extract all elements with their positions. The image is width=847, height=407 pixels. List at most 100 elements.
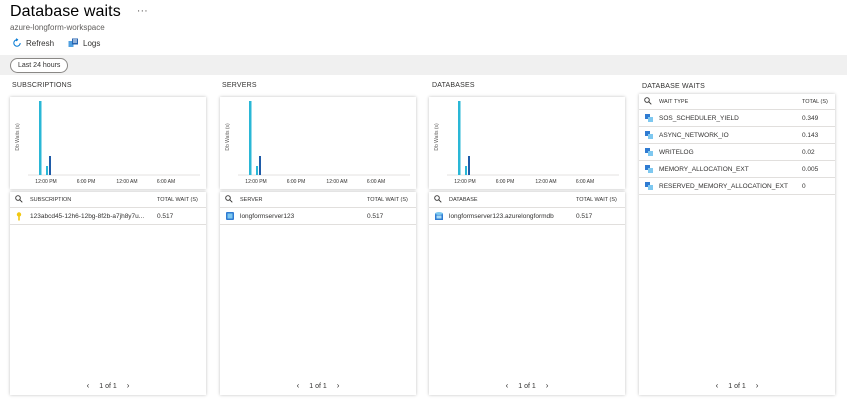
- prev-page-button[interactable]: ‹: [296, 381, 300, 390]
- y-axis-label: Db Waits (s): [225, 123, 231, 151]
- table-row[interactable]: WRITELOG 0.02: [639, 144, 835, 161]
- next-page-button[interactable]: ›: [545, 381, 549, 390]
- wait-total-value: 0.02: [802, 149, 815, 156]
- table-row[interactable]: 123abcd45-12h6-12bg-8f2b-a7jh8y7u... 0.5…: [10, 208, 206, 225]
- chart-bar: [468, 156, 470, 175]
- chart-bar: [49, 156, 51, 175]
- search-icon[interactable]: [225, 195, 233, 203]
- x-tick-label: 6:00 PM: [287, 179, 306, 185]
- chart-bar: [458, 101, 461, 175]
- page-title: Database waits: [10, 3, 121, 20]
- table-header: DATABASE TOTAL WAIT (S): [429, 192, 625, 208]
- page-indicator: 1 of 1: [518, 383, 536, 390]
- sql-database-icon: [435, 212, 443, 220]
- column-header-total-wait[interactable]: TOTAL WAIT (S): [576, 197, 617, 203]
- x-tick-label: 6:00 PM: [77, 179, 96, 185]
- chart-bar: [46, 166, 48, 175]
- column-header-total[interactable]: TOTAL (S): [802, 99, 828, 105]
- wait-type-icon: [645, 131, 653, 139]
- x-tick-label: 12:00 PM: [454, 179, 475, 185]
- table-row[interactable]: longformserver123 0.517: [220, 208, 416, 225]
- toolbar: Refresh Logs: [12, 38, 114, 48]
- total-wait-value: 0.517: [576, 213, 593, 220]
- wait-type-icon: [645, 148, 653, 156]
- subscriptions-chart-svg: Db Waits (s) 12:00 PM 6:00 PM 12:00 AM 6…: [15, 101, 200, 185]
- databases-title: DATABASES: [432, 82, 475, 89]
- chart-bar: [256, 166, 258, 175]
- search-icon[interactable]: [15, 195, 23, 203]
- chart-bar: [249, 101, 252, 175]
- key-icon: [16, 212, 22, 221]
- y-axis-label: Db Waits (s): [15, 123, 21, 151]
- pagination: ‹ 1 of 1 ›: [639, 381, 835, 390]
- logs-button[interactable]: Logs: [68, 38, 100, 48]
- y-axis-label: Db Waits (s): [434, 123, 440, 151]
- column-header-server[interactable]: SERVER: [240, 197, 263, 203]
- wait-total-value: 0: [802, 183, 806, 190]
- page-header: Database waits ··· azure-longform-worksp…: [10, 3, 148, 32]
- pagination: ‹ 1 of 1 ›: [429, 381, 625, 390]
- table-header: WAIT TYPE TOTAL (S): [639, 94, 835, 110]
- sql-server-icon: [226, 212, 234, 220]
- column-header-total-wait[interactable]: TOTAL WAIT (S): [157, 197, 198, 203]
- wait-type-name: ASYNC_NETWORK_IO: [659, 132, 729, 139]
- x-tick-label: 12:00 AM: [326, 179, 347, 185]
- x-tick-label: 6:00 AM: [157, 179, 175, 185]
- wait-type-icon: [645, 182, 653, 190]
- prev-page-button[interactable]: ‹: [86, 381, 90, 390]
- databases-chart: Db Waits (s) 12:00 PM 6:00 PM 12:00 AM 6…: [429, 97, 625, 189]
- column-header-total-wait[interactable]: TOTAL WAIT (S): [367, 197, 408, 203]
- next-page-button[interactable]: ›: [126, 381, 130, 390]
- x-tick-label: 6:00 AM: [576, 179, 594, 185]
- x-tick-label: 12:00 PM: [245, 179, 266, 185]
- next-page-button[interactable]: ›: [336, 381, 340, 390]
- total-wait-value: 0.517: [157, 213, 174, 220]
- x-tick-label: 6:00 PM: [496, 179, 515, 185]
- page-indicator: 1 of 1: [99, 383, 117, 390]
- databases-chart-svg: Db Waits (s) 12:00 PM 6:00 PM 12:00 AM 6…: [434, 101, 619, 185]
- x-tick-label: 12:00 AM: [116, 179, 137, 185]
- refresh-icon: [13, 38, 21, 47]
- subscriptions-list: SUBSCRIPTION TOTAL WAIT (S) 123abcd45-12…: [10, 192, 206, 395]
- column-header-wait-type[interactable]: WAIT TYPE: [659, 99, 689, 105]
- more-options-button[interactable]: ···: [136, 5, 148, 17]
- subscriptions-title: SUBSCRIPTIONS: [12, 82, 72, 89]
- column-header-database[interactable]: DATABASE: [449, 197, 478, 203]
- wait-type-icon: [645, 165, 653, 173]
- wait-type-name: WRITELOG: [659, 149, 694, 156]
- server-name: longformserver123: [240, 213, 295, 220]
- servers-chart-svg: Db Waits (s) 12:00 PM 6:00 PM 12:00 AM 6…: [225, 101, 410, 185]
- pagination: ‹ 1 of 1 ›: [10, 381, 206, 390]
- table-header: SERVER TOTAL WAIT (S): [220, 192, 416, 208]
- database-waits-title: DATABASE WAITS: [642, 83, 705, 90]
- x-tick-label: 12:00 PM: [35, 179, 56, 185]
- search-icon[interactable]: [644, 97, 652, 105]
- search-icon[interactable]: [434, 195, 442, 203]
- refresh-button[interactable]: Refresh: [12, 38, 54, 48]
- wait-total-value: 0.005: [802, 166, 819, 173]
- prev-page-button[interactable]: ‹: [715, 381, 719, 390]
- table-row[interactable]: SOS_SCHEDULER_YIELD 0.349: [639, 110, 835, 127]
- subscriptions-chart: Db Waits (s) 12:00 PM 6:00 PM 12:00 AM 6…: [10, 97, 206, 189]
- page-indicator: 1 of 1: [309, 383, 327, 390]
- wait-type-icon: [645, 114, 653, 122]
- wait-total-value: 0.349: [802, 115, 819, 122]
- page-indicator: 1 of 1: [728, 383, 746, 390]
- wait-total-value: 0.143: [802, 132, 819, 139]
- column-header-subscription[interactable]: SUBSCRIPTION: [30, 197, 72, 203]
- x-tick-label: 12:00 AM: [535, 179, 556, 185]
- logs-icon: [68, 38, 79, 47]
- table-row[interactable]: longformserver123.azurelongformdb 0.517: [429, 208, 625, 225]
- prev-page-button[interactable]: ‹: [505, 381, 509, 390]
- logs-label: Logs: [83, 38, 101, 48]
- chart-bar: [39, 101, 42, 175]
- table-row[interactable]: RESERVED_MEMORY_ALLOCATION_EXT 0: [639, 178, 835, 195]
- time-range-pill[interactable]: Last 24 hours: [10, 58, 69, 73]
- table-row[interactable]: ASYNC_NETWORK_IO 0.143: [639, 127, 835, 144]
- table-row[interactable]: MEMORY_ALLOCATION_EXT 0.005: [639, 161, 835, 178]
- x-tick-label: 6:00 AM: [367, 179, 385, 185]
- refresh-label: Refresh: [26, 38, 55, 48]
- next-page-button[interactable]: ›: [755, 381, 759, 390]
- servers-chart: Db Waits (s) 12:00 PM 6:00 PM 12:00 AM 6…: [220, 97, 416, 189]
- chart-bar: [259, 156, 261, 175]
